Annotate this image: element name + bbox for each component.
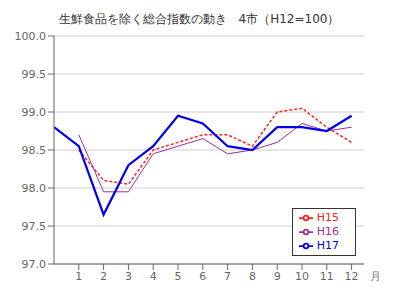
svg-text:10: 10: [295, 270, 309, 283]
svg-text:11: 11: [320, 270, 334, 283]
svg-text:98.5: 98.5: [22, 144, 47, 157]
html-text:生鮮食品を除く総合指数の動き 4市（H12=100）: 生鮮食品を除く総合指数の動き 4市（H12=100）: [58, 12, 340, 26]
svg-text:98.0: 98.0: [22, 182, 47, 195]
svg-text:12: 12: [345, 270, 359, 283]
svg-text:2: 2: [100, 270, 107, 283]
html-text:H15: H15: [316, 211, 339, 224]
svg-text:4: 4: [150, 270, 157, 283]
svg-text:9: 9: [274, 270, 281, 283]
svg-text:7: 7: [224, 270, 231, 283]
svg-text:100.0: 100.0: [15, 30, 47, 43]
html-text:H16: H16: [316, 225, 339, 238]
svg-text:8: 8: [249, 270, 256, 283]
svg-text:月: 月: [370, 270, 381, 283]
svg-text:1: 1: [75, 270, 82, 283]
svg-text:97.0: 97.0: [22, 258, 47, 271]
svg-text:5: 5: [175, 270, 182, 283]
svg-text:97.5: 97.5: [22, 220, 47, 233]
svg-text:99.0: 99.0: [22, 106, 47, 119]
svg-text:3: 3: [125, 270, 132, 283]
html-text:H17: H17: [316, 239, 339, 252]
svg-text:6: 6: [199, 270, 206, 283]
svg-text:99.5: 99.5: [22, 68, 47, 81]
